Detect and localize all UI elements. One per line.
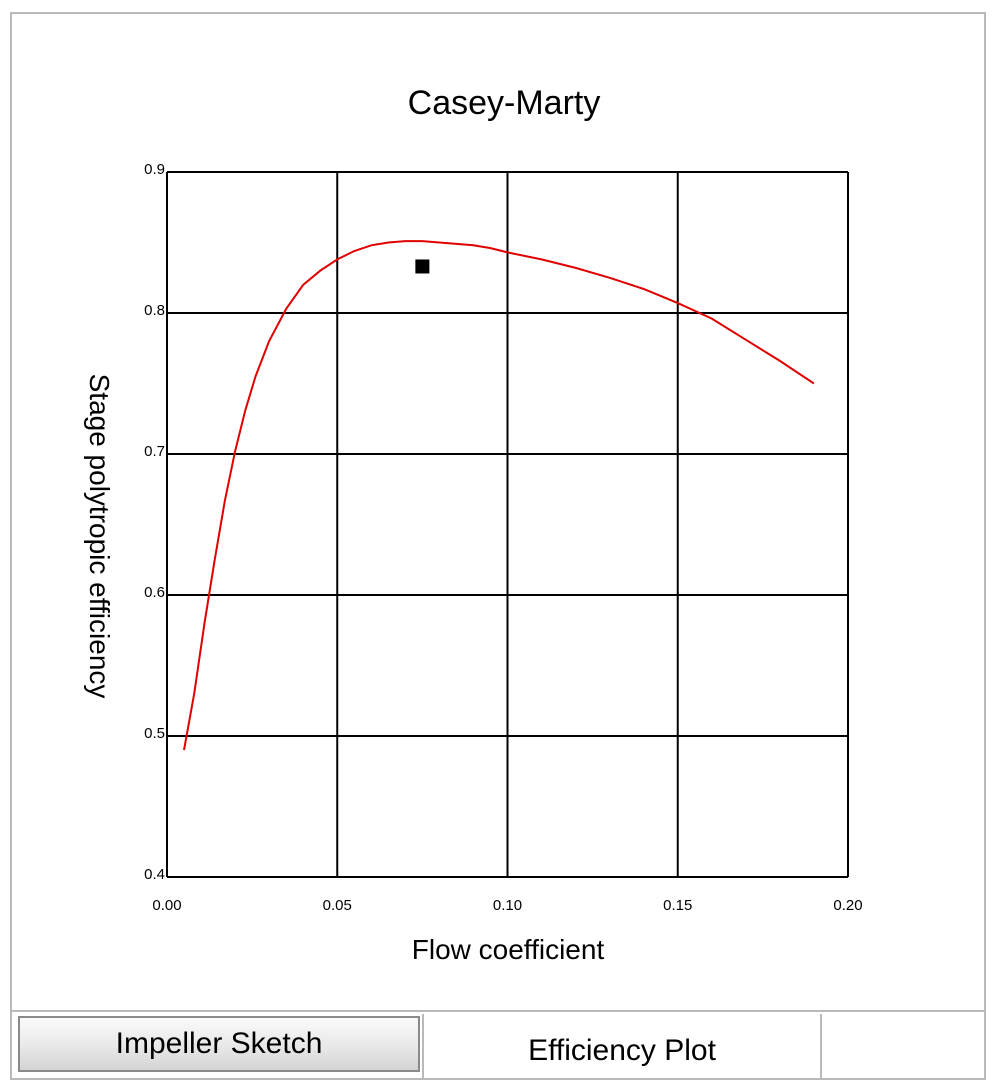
efficiency-window: Casey-Marty 0.00 0.05 0.10 0.15 0.20 0.4 0.5 0.…	[10, 12, 986, 1080]
tab-strip-empty	[822, 1014, 982, 1078]
tab-label: Efficiency Plot	[528, 1034, 716, 1067]
x-axis-label: Flow coefficient	[412, 934, 605, 965]
y-tick-label: 0.6	[144, 584, 165, 601]
x-tick-label: 0.15	[663, 897, 692, 914]
design-point-marker	[415, 259, 430, 274]
y-tick-label: 0.7	[144, 443, 165, 460]
tab-efficiency-plot[interactable]: Efficiency Plot	[422, 1014, 822, 1078]
series-layer	[183, 240, 815, 751]
tab-bar: Impeller Sketch Efficiency Plot	[12, 1010, 984, 1078]
efficiency-chart: Casey-Marty 0.00 0.05 0.10 0.15 0.200.40.50.…	[84, 84, 863, 965]
y-tick-label: 0.9	[144, 161, 165, 178]
y-tick-label: 0.5	[144, 725, 165, 742]
efficiency-curve	[183, 240, 815, 751]
chart-title: Casey-Marty	[408, 84, 601, 122]
y-axis-label: Stage polytropic efficiency	[84, 374, 115, 699]
y-tick-label: 0.4	[144, 866, 165, 883]
x-tick-label: 0.10	[493, 897, 522, 914]
tab-label: Impeller Sketch	[115, 1027, 323, 1060]
y-tick-label: 0.8	[144, 302, 165, 319]
x-tick-label: 0.05	[323, 897, 352, 914]
x-tick-label: 0.00	[152, 897, 181, 914]
tab-impeller-sketch[interactable]: Impeller Sketch	[18, 1016, 420, 1072]
x-tick-label: 0.20	[833, 897, 862, 914]
plot-panel: Casey-Marty 0.00 0.05 0.10 0.15 0.20 0.4 0.5 0.…	[12, 14, 984, 1010]
grid	[166, 171, 849, 878]
tick-labels: 0.00 0.05 0.10 0.15 0.20 0.4 0.5 0.6 0.7 0.8 0.9	[144, 161, 862, 914]
